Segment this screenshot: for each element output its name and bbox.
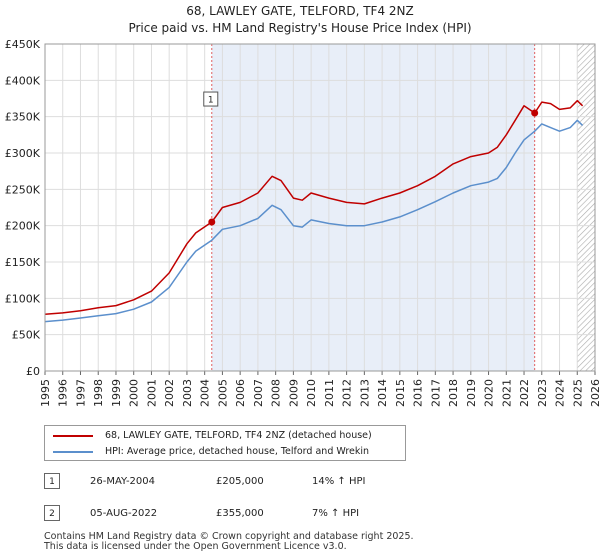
legend-label-property: 68, LAWLEY GATE, TELFORD, TF4 2NZ (detac… [105, 430, 372, 441]
y-tick-label: £0 [26, 365, 40, 378]
x-tick-label: 1996 [57, 379, 70, 407]
x-tick-label: 2023 [536, 379, 549, 407]
price-chart: £0 £50K £100K £150K £200K £250K £300K £350K £400… [5, 38, 600, 407]
footer-line-2: This data is licensed under the Open Gov… [44, 541, 347, 552]
x-tick-label: 2019 [465, 379, 478, 407]
x-tick-label: 1995 [39, 379, 52, 407]
hpi-series-line [44, 119, 584, 323]
transaction-hpi: 7% ↑ HPI [312, 508, 360, 519]
highlight-band [211, 44, 535, 371]
sale-label-box [203, 91, 219, 107]
y-tick-label: £250K [5, 183, 41, 196]
x-tick-label: 2013 [358, 379, 371, 407]
x-tick-label: 2011 [323, 379, 336, 407]
x-tick-label: 2000 [128, 379, 141, 407]
transaction-badge: 1 [44, 473, 60, 489]
x-tick-label: 2004 [199, 379, 212, 407]
x-tick-label: 2015 [394, 379, 407, 407]
sale-point [208, 218, 216, 226]
legend-label-hpi: HPI: Average price, detached house, Telf… [105, 446, 370, 457]
x-tick-label: 2005 [216, 379, 229, 407]
x-tick-label: 2021 [500, 379, 513, 407]
property-series-line [44, 99, 584, 316]
y-tick-label: £400K [5, 74, 41, 87]
y-tick-label: £450K [5, 38, 41, 51]
x-tick-label: 2017 [429, 379, 442, 407]
hatched-region [577, 44, 595, 371]
footer: Contains HM Land Registry data © Crown c… [44, 532, 414, 552]
y-tick-label: £300K [5, 147, 41, 160]
transaction-badge: 2 [44, 505, 60, 521]
y-tick-label: £100K [5, 292, 41, 305]
y-tick-label: £350K [5, 111, 41, 124]
x-tick-label: 2022 [518, 379, 531, 407]
y-tick-label: £150K [5, 256, 41, 269]
x-tick-label: 2009 [287, 379, 300, 407]
x-tick-label: 2026 [589, 379, 600, 407]
x-tick-label: 2012 [341, 379, 354, 407]
footer-line-1: Contains HM Land Registry data © Crown c… [44, 531, 414, 542]
x-tick-label: 1997 [74, 379, 87, 407]
x-tick-label: 2025 [571, 379, 584, 407]
x-tick-label: 2018 [447, 379, 460, 407]
x-tick-label: 2010 [305, 379, 318, 407]
x-tick-label: 1998 [92, 379, 105, 407]
x-tick-label: 2006 [234, 379, 247, 407]
y-tick-label: £200K [5, 220, 41, 233]
x-tick-label: 2007 [252, 379, 265, 407]
x-tick-label: 2020 [483, 379, 496, 407]
transaction-date: 05-AUG-2022 [90, 508, 158, 519]
sale-label-text: 1 [208, 96, 214, 106]
y-tick-label: £50K [12, 329, 41, 342]
x-tick-label: 2014 [376, 379, 389, 407]
x-tick-label: 2002 [163, 379, 176, 407]
x-tick-label: 2016 [412, 379, 425, 407]
chart-title: 68, LAWLEY GATE, TELFORD, TF4 2NZ [186, 4, 414, 18]
legend: 68, LAWLEY GATE, TELFORD, TF4 2NZ (detac… [44, 425, 406, 461]
x-tick-label: 1999 [110, 379, 123, 407]
x-tick-label: 2024 [554, 379, 567, 407]
transaction-hpi: 14% ↑ HPI [312, 476, 366, 487]
x-tick-label: 2008 [270, 379, 283, 407]
sale-point [531, 109, 539, 117]
transaction-date: 26-MAY-2004 [90, 476, 156, 487]
legend-swatch-hpi [53, 450, 93, 453]
chart-subtitle: Price paid vs. HM Land Registry's House … [128, 21, 472, 35]
x-tick-label: 2001 [145, 379, 158, 407]
legend-item-hpi: HPI: Average price, detached house, Telf… [53, 444, 369, 460]
legend-swatch-property [53, 434, 93, 437]
plot-border [44, 43, 596, 372]
transaction-price: £355,000 [216, 508, 264, 519]
transaction-price: £205,000 [216, 476, 264, 487]
legend-item-property: 68, LAWLEY GATE, TELFORD, TF4 2NZ (detac… [53, 428, 372, 444]
x-tick-label: 2003 [181, 379, 194, 407]
